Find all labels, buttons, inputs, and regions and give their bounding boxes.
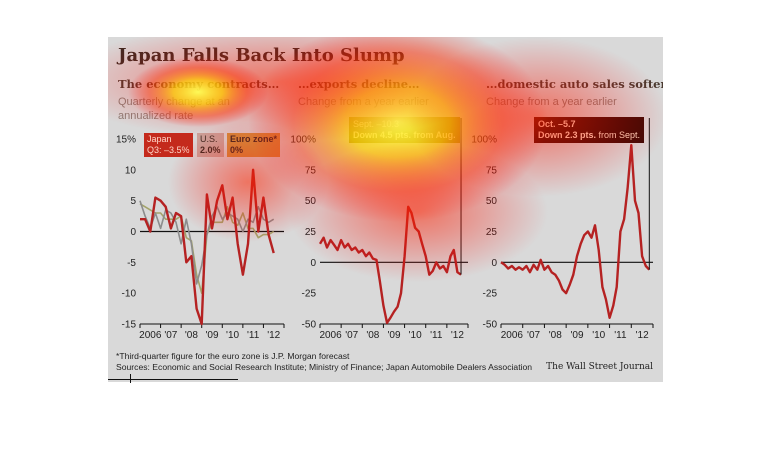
- panel-3-x-tick-label: 2006: [501, 330, 524, 341]
- panel-3-callout: Oct. –5.7 Down 2.3 pts. from Sept.: [534, 117, 645, 143]
- panel-2-x-tick-label: '12: [451, 330, 464, 341]
- legend-eurozone-value: 0%: [230, 145, 244, 155]
- panel-1-x-tick-label: '12: [267, 330, 280, 341]
- panel-2-x-tick-label: '10: [409, 330, 422, 341]
- panel-2-y-tick-label: 25: [305, 227, 317, 238]
- panel-2-x-tick-label: '07: [345, 330, 358, 341]
- panel-1-series-1-line: [140, 168, 275, 326]
- panel-2-x-tick-label: '11: [430, 330, 443, 341]
- panel-1-x-tick-label: '10: [226, 330, 239, 341]
- panel-2-y-tick-label: 100%: [290, 135, 316, 146]
- panel-3-callout-line1: Oct. –5.7: [538, 119, 576, 129]
- legend-japan-name: Japan: [147, 134, 172, 144]
- panel-3-callout-line2: Down 2.3 pts.: [538, 130, 597, 140]
- legend-us-name: U.S.: [200, 134, 218, 144]
- chart-figure: Japan Falls Back Into Slump The economy …: [108, 37, 663, 382]
- panel-2-callout: Sept. –10.3 Down 4.5 pts. from Aug.: [349, 117, 460, 143]
- legend-japan: Japan Q3: –3.5%: [144, 133, 193, 157]
- footnote: *Third-quarter figure for the euro zone …: [116, 351, 350, 361]
- panel-2-callout-line1: Sept. –10.3: [353, 119, 400, 129]
- panel-3-x-tick-label: '10: [592, 330, 605, 341]
- panel-1-y-tick-label: -15: [122, 320, 137, 331]
- panel-3-series-1-line: [500, 143, 651, 319]
- panel-3-callout-line2-suffix: from Sept.: [596, 130, 641, 140]
- credit: The Wall Street Journal: [546, 362, 653, 372]
- panel-1-x-tick-label: '08: [185, 330, 198, 341]
- panel-1-x-tick-label: 2006: [139, 330, 162, 341]
- legend-eurozone: Euro zone* 0%: [227, 133, 281, 157]
- panel-3-y-tick-label: 50: [486, 196, 498, 207]
- panel-3-y-tick-label: -50: [483, 320, 498, 331]
- panel-1-x-tick-label: '07: [164, 330, 177, 341]
- panel-3-y-tick-label: 25: [486, 227, 498, 238]
- panel-1-y-tick-label: 15%: [116, 135, 136, 146]
- panel-2-y-tick-label: -50: [302, 320, 317, 331]
- panel-2-y-tick-label: 0: [310, 258, 316, 269]
- legend-japan-value: Q3: –3.5%: [147, 145, 190, 155]
- panel-1-y-tick-label: 10: [125, 165, 137, 176]
- panel-2-x-tick-label: '09: [387, 330, 400, 341]
- panel-3-x-tick-label: '11: [614, 330, 627, 341]
- legend-us-value: 2.0%: [200, 145, 221, 155]
- legend-us: U.S. 2.0%: [197, 133, 224, 157]
- panel-2-y-tick-label: -25: [302, 289, 317, 300]
- panel-1-y-tick-label: -10: [122, 289, 137, 300]
- panel-2-y-tick-label: 75: [305, 165, 317, 176]
- panel-2-series-1-line: [318, 205, 462, 324]
- panel-1-y-tick-label: -5: [127, 258, 136, 269]
- panel-3-y-tick-label: 100%: [471, 135, 497, 146]
- bottom-rule: [108, 379, 238, 380]
- legend-eurozone-name: Euro zone*: [230, 134, 278, 144]
- panel-3-x-tick-label: '08: [549, 330, 562, 341]
- panel-2-y-tick-label: 50: [305, 196, 317, 207]
- bottom-tick: [130, 374, 131, 383]
- panel-1-y-tick-label: 0: [130, 227, 136, 238]
- panel-3-x-tick-label: '12: [636, 330, 649, 341]
- panel-3-x-tick-label: '09: [570, 330, 583, 341]
- plots-canvas: 15%1050-5-10-152006'07'08'09'10'11'12100…: [116, 118, 654, 341]
- panel-1-x-tick-label: '11: [247, 330, 260, 341]
- panel-3-y-tick-label: 75: [486, 165, 498, 176]
- sources: Sources: Economic and Social Research In…: [116, 362, 533, 372]
- panel-2-x-tick-label: 2006: [319, 330, 342, 341]
- panel-3-y-tick-label: 0: [491, 258, 497, 269]
- panel-2-callout-line2: Down 4.5 pts. from Aug.: [353, 130, 456, 140]
- panel-1-x-tick-label: '09: [205, 330, 218, 341]
- panel-1-y-tick-label: 5: [130, 196, 136, 207]
- panel-3-x-tick-label: '07: [527, 330, 540, 341]
- panel-3-y-tick-label: -25: [483, 289, 498, 300]
- panel-2-x-tick-label: '08: [366, 330, 379, 341]
